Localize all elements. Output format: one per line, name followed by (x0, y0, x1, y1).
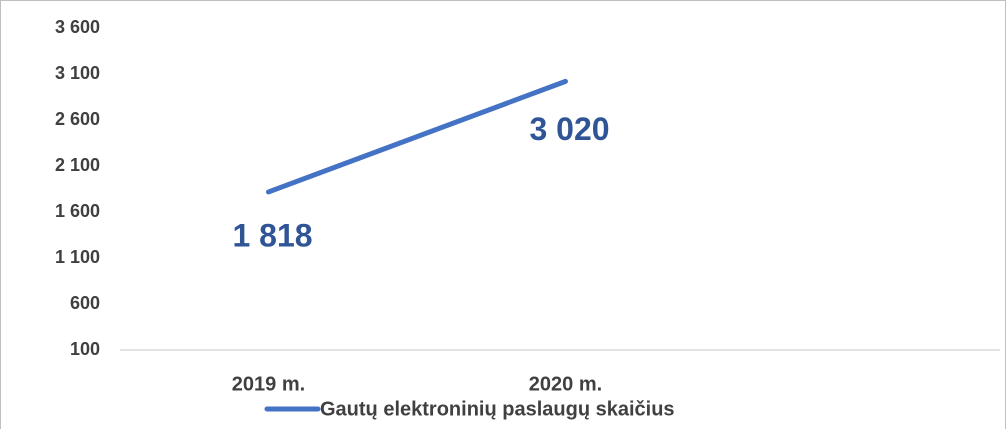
line (266, 78, 568, 195)
y-tick-label: 1 600 (55, 201, 100, 221)
data-label: 3 020 (529, 111, 609, 147)
y-tick-label: 3 600 (55, 17, 100, 37)
y-tick-label: 3 100 (55, 63, 100, 83)
y-tick-label: 2 600 (55, 109, 100, 129)
x-tick-label: 2019 m. (232, 373, 305, 395)
y-tick-label: 600 (70, 293, 100, 313)
y-tick-label: 2 100 (55, 155, 100, 175)
y-tick-label: 1 100 (55, 247, 100, 267)
y-tick-label: 100 (70, 339, 100, 359)
data-label: 1 818 (232, 217, 312, 253)
x-tick-label: 2020 m. (529, 373, 602, 395)
legend-label: Gautų elektroninių paslaugų skaičius (320, 398, 675, 420)
